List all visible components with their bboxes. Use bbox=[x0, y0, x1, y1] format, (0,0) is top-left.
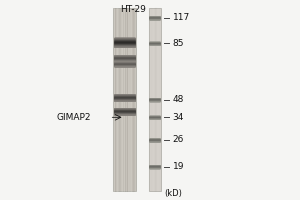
Text: 85: 85 bbox=[172, 39, 184, 48]
Text: GIMAP2: GIMAP2 bbox=[56, 113, 91, 122]
Text: 26: 26 bbox=[172, 135, 184, 144]
Text: 48: 48 bbox=[172, 95, 184, 104]
Text: 34: 34 bbox=[172, 113, 184, 122]
Text: 19: 19 bbox=[172, 162, 184, 171]
Text: HT-29: HT-29 bbox=[121, 5, 146, 14]
Bar bbox=[113, 8, 136, 191]
Text: 117: 117 bbox=[172, 13, 190, 22]
Text: (kD): (kD) bbox=[164, 189, 182, 198]
Bar bbox=[148, 8, 160, 191]
